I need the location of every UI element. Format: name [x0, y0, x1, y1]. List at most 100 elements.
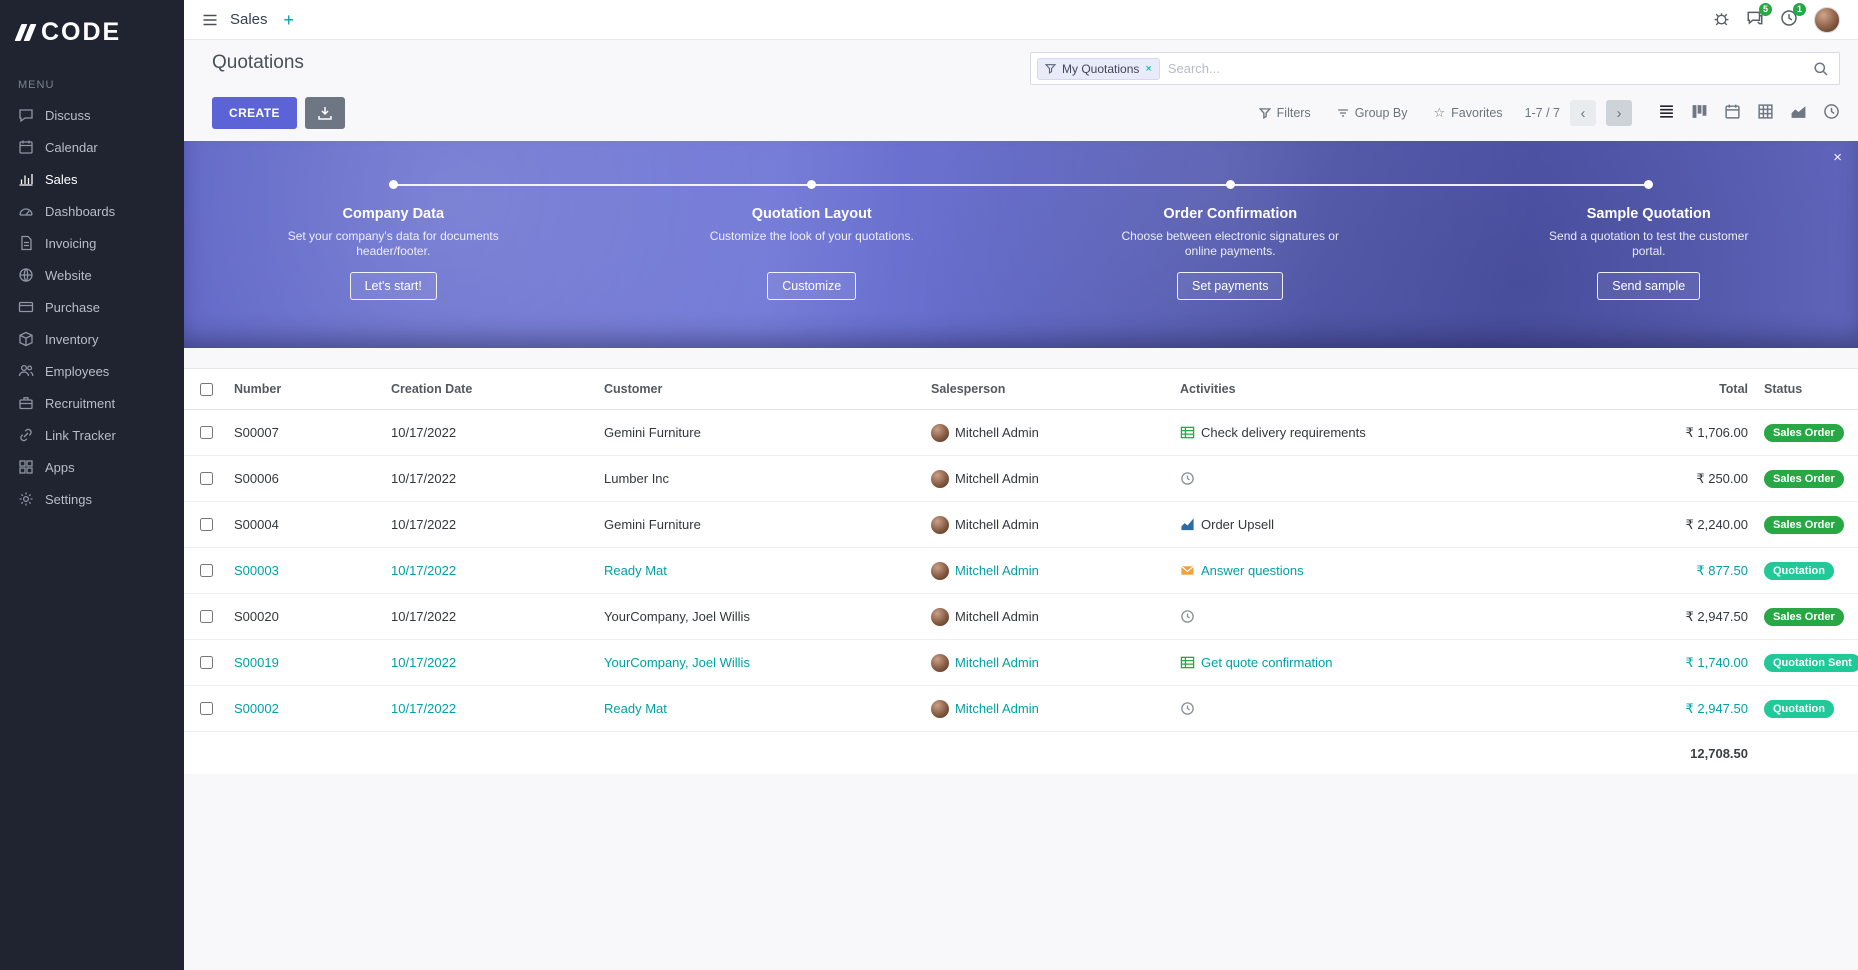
- table-row[interactable]: S00020 10/17/2022 YourCompany, Joel Will…: [184, 594, 1858, 640]
- sidebar-item-link-tracker[interactable]: Link Tracker: [0, 419, 184, 451]
- pivot-view-button[interactable]: [1757, 103, 1774, 123]
- graph-view-button[interactable]: [1790, 103, 1807, 123]
- calendar-view-button[interactable]: [1724, 103, 1741, 123]
- activity-cell[interactable]: Get quote confirmation: [1174, 655, 1517, 670]
- step-description: Send a quotation to test the customer po…: [1531, 229, 1766, 259]
- column-header-status[interactable]: Status: [1758, 382, 1858, 396]
- row-checkbox[interactable]: [200, 702, 213, 715]
- lets-start-button[interactable]: Let's start!: [350, 272, 437, 300]
- row-checkbox[interactable]: [200, 472, 213, 485]
- sidebar-item-dashboards[interactable]: Dashboards: [0, 195, 184, 227]
- search-box[interactable]: My Quotations ×: [1030, 52, 1840, 85]
- remove-filter-icon[interactable]: ×: [1145, 63, 1151, 75]
- sidebar-item-recruitment[interactable]: Recruitment: [0, 387, 184, 419]
- sidebar-item-purchase[interactable]: Purchase: [0, 291, 184, 323]
- table-row[interactable]: S00007 10/17/2022 Gemini Furniture Mitch…: [184, 410, 1858, 456]
- table-row[interactable]: S00002 10/17/2022 Ready Mat Mitchell Adm…: [184, 686, 1858, 732]
- export-button[interactable]: [305, 97, 345, 129]
- logo-icon: [18, 24, 33, 41]
- set-payments-button[interactable]: Set payments: [1177, 272, 1283, 300]
- list-view-button[interactable]: [1658, 103, 1675, 123]
- column-header-number[interactable]: Number: [228, 382, 385, 396]
- sidebar-item-website[interactable]: Website: [0, 259, 184, 291]
- search-input[interactable]: [1168, 61, 1813, 76]
- table-row[interactable]: S00019 10/17/2022 YourCompany, Joel Will…: [184, 640, 1858, 686]
- list-view-icon: [1658, 103, 1675, 120]
- pager-text: 1-7 / 7: [1525, 106, 1560, 120]
- filters-button[interactable]: Filters: [1259, 106, 1311, 120]
- activity-cell[interactable]: Order Upsell: [1174, 517, 1517, 532]
- quotation-number: S00020: [228, 609, 385, 624]
- sidebar-item-sales[interactable]: Sales: [0, 163, 184, 195]
- total-amount: ₹ 2,947.50: [1517, 609, 1758, 625]
- send-sample-button[interactable]: Send sample: [1597, 272, 1700, 300]
- pager-next-button[interactable]: ›: [1606, 100, 1632, 126]
- sidebar-item-invoicing[interactable]: Invoicing: [0, 227, 184, 259]
- row-checkbox[interactable]: [200, 564, 213, 577]
- graph-view-icon: [1790, 103, 1807, 120]
- sidebar-item-settings[interactable]: Settings: [0, 483, 184, 515]
- column-header-activities[interactable]: Activities: [1174, 382, 1517, 396]
- messages-icon[interactable]: 5: [1746, 9, 1764, 30]
- user-avatar[interactable]: [1814, 7, 1840, 33]
- column-header-creation-date[interactable]: Creation Date: [385, 382, 598, 396]
- activities-clock-icon[interactable]: 1: [1780, 9, 1798, 30]
- activity-cell[interactable]: Answer questions: [1174, 563, 1517, 578]
- row-checkbox[interactable]: [200, 426, 213, 439]
- select-all-checkbox[interactable]: [200, 383, 213, 396]
- row-checkbox[interactable]: [200, 518, 213, 531]
- pivot-view-icon: [1757, 103, 1774, 120]
- table-footer-row: 12,708.50: [184, 732, 1858, 774]
- row-checkbox[interactable]: [200, 610, 213, 623]
- search-icon[interactable]: [1813, 61, 1829, 77]
- favorites-button[interactable]: ☆ Favorites: [1434, 105, 1503, 121]
- column-header-salesperson[interactable]: Salesperson: [925, 382, 1174, 396]
- salesperson-avatar: [931, 700, 949, 718]
- salesperson-name: Mitchell Admin: [955, 425, 1039, 440]
- search-filter-chip[interactable]: My Quotations ×: [1037, 58, 1160, 80]
- table-row[interactable]: S00006 10/17/2022 Lumber Inc Mitchell Ad…: [184, 456, 1858, 502]
- kanban-view-button[interactable]: [1691, 103, 1708, 123]
- step-title: Order Confirmation: [1021, 206, 1440, 222]
- salesperson-avatar: [931, 516, 949, 534]
- topbar-app-title[interactable]: Sales: [230, 11, 268, 28]
- sidebar-item-inventory[interactable]: Inventory: [0, 323, 184, 355]
- table-row[interactable]: S00004 10/17/2022 Gemini Furniture Mitch…: [184, 502, 1858, 548]
- pager-previous-button[interactable]: ‹: [1570, 100, 1596, 126]
- sidebar-item-calendar[interactable]: Calendar: [0, 131, 184, 163]
- sidebar-item-label: Dashboards: [45, 204, 115, 219]
- activity-cell[interactable]: [1174, 609, 1517, 624]
- step-title: Quotation Layout: [603, 206, 1022, 222]
- group-by-button[interactable]: Group By: [1337, 106, 1408, 120]
- table-row[interactable]: S00003 10/17/2022 Ready Mat Mitchell Adm…: [184, 548, 1858, 594]
- activity-cell[interactable]: [1174, 701, 1517, 716]
- activity-view-button[interactable]: [1823, 103, 1840, 123]
- activity-spreadsheet-icon: [1180, 425, 1195, 440]
- onboarding-banner: × Company Data Set your company's data f…: [184, 141, 1858, 348]
- customer-name: YourCompany, Joel Willis: [598, 655, 925, 670]
- sidebar-item-apps[interactable]: Apps: [0, 451, 184, 483]
- create-button[interactable]: CREATE: [212, 97, 297, 129]
- total-amount: ₹ 2,947.50: [1517, 701, 1758, 717]
- activity-cell[interactable]: [1174, 471, 1517, 486]
- total-amount: ₹ 2,240.00: [1517, 517, 1758, 533]
- column-header-total[interactable]: Total: [1517, 382, 1758, 396]
- sidebar-item-employees[interactable]: Employees: [0, 355, 184, 387]
- filter-chip-label: My Quotations: [1062, 62, 1139, 76]
- debug-icon[interactable]: [1713, 10, 1730, 30]
- salesperson-avatar: [931, 562, 949, 580]
- app-logo[interactable]: CODE: [0, 0, 184, 61]
- dashboards-icon: [18, 203, 34, 219]
- creation-date: 10/17/2022: [385, 425, 598, 440]
- customize-button[interactable]: Customize: [767, 272, 856, 300]
- column-header-customer[interactable]: Customer: [598, 382, 925, 396]
- row-checkbox[interactable]: [200, 656, 213, 669]
- plus-button[interactable]: +: [280, 11, 299, 29]
- activity-cell[interactable]: Check delivery requirements: [1174, 425, 1517, 440]
- sidebar-item-discuss[interactable]: Discuss: [0, 99, 184, 131]
- step-description: Set your company's data for documents he…: [276, 229, 511, 259]
- hamburger-menu-icon[interactable]: [202, 12, 218, 28]
- filters-label: Filters: [1277, 106, 1311, 120]
- activity-label: Check delivery requirements: [1201, 425, 1366, 440]
- activity-label: Answer questions: [1201, 563, 1304, 578]
